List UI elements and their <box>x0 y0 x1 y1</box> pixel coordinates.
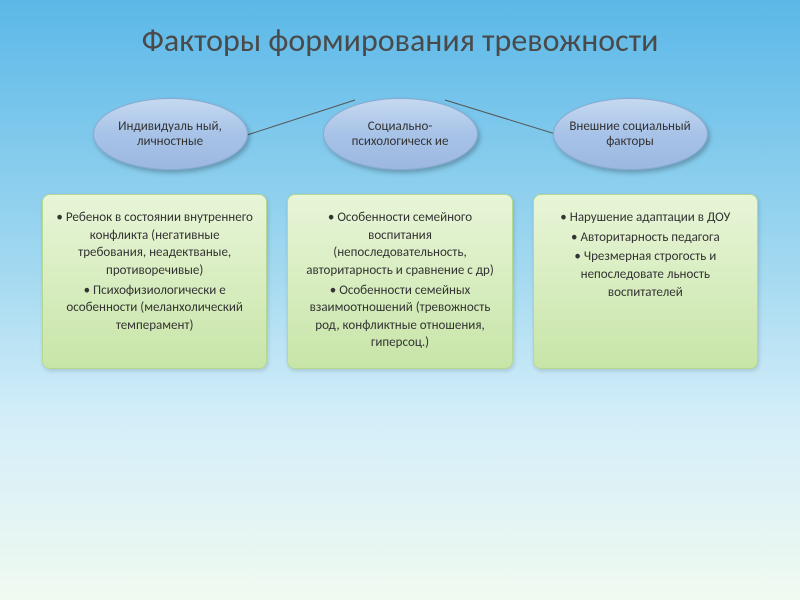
list-item: Авторитарность педагога <box>546 229 745 247</box>
main-title: Факторы формирования тревожности <box>0 0 800 60</box>
list-item: Особенности семейных взаимоотношений (тр… <box>300 282 499 352</box>
detail-external-social: Нарушение адаптации в ДОУ Авторитарность… <box>533 194 758 368</box>
list-item: Нарушение адаптации в ДОУ <box>546 209 745 227</box>
list-item: Чрезмерная строгость и непоследовате льн… <box>546 248 745 301</box>
list-item: Ребенок в состоянии внутреннего конфликт… <box>55 209 254 279</box>
detail-individual: Ребенок в состоянии внутреннего конфликт… <box>42 194 267 368</box>
factor-individual: Индивидуаль ный, личностные <box>93 98 248 170</box>
list-item: Особенности семейного воспитания (непосл… <box>300 209 499 279</box>
factor-external-social: Внешние социальный факторы <box>553 98 708 170</box>
details-row: Ребенок в состоянии внутреннего конфликт… <box>0 194 800 368</box>
factors-row: Индивидуаль ный, личностные Социально-пс… <box>0 98 800 170</box>
detail-social-psych: Особенности семейного воспитания (непосл… <box>287 194 512 368</box>
factor-social-psych: Социально-психологическ ие <box>323 98 478 170</box>
list-item: Психофизиологически е особенности (мелан… <box>55 282 254 335</box>
